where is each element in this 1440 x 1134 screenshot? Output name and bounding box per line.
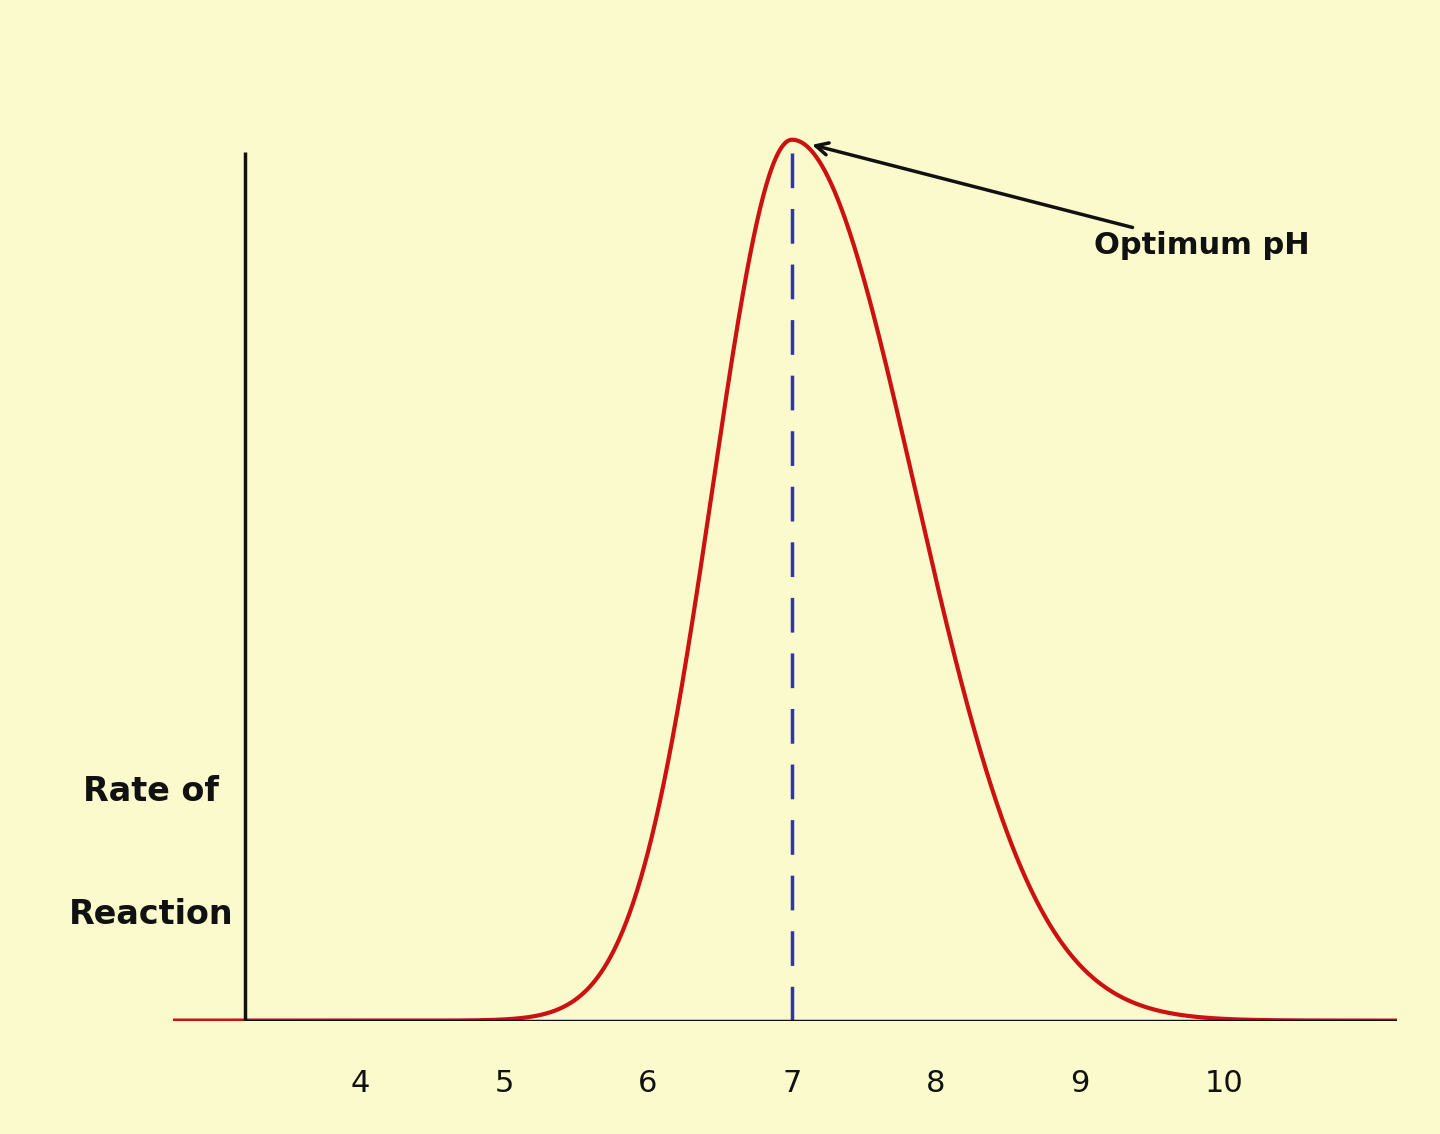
Text: Rate of: Rate of (84, 775, 219, 809)
Text: Optimum pH: Optimum pH (815, 143, 1310, 260)
Text: 6: 6 (638, 1069, 658, 1098)
Text: 5: 5 (494, 1069, 514, 1098)
Text: 4: 4 (350, 1069, 370, 1098)
Text: 7: 7 (782, 1069, 802, 1098)
Text: Reaction: Reaction (69, 898, 233, 931)
Text: 8: 8 (926, 1069, 946, 1098)
Text: 10: 10 (1205, 1069, 1243, 1098)
Text: 9: 9 (1070, 1069, 1090, 1098)
